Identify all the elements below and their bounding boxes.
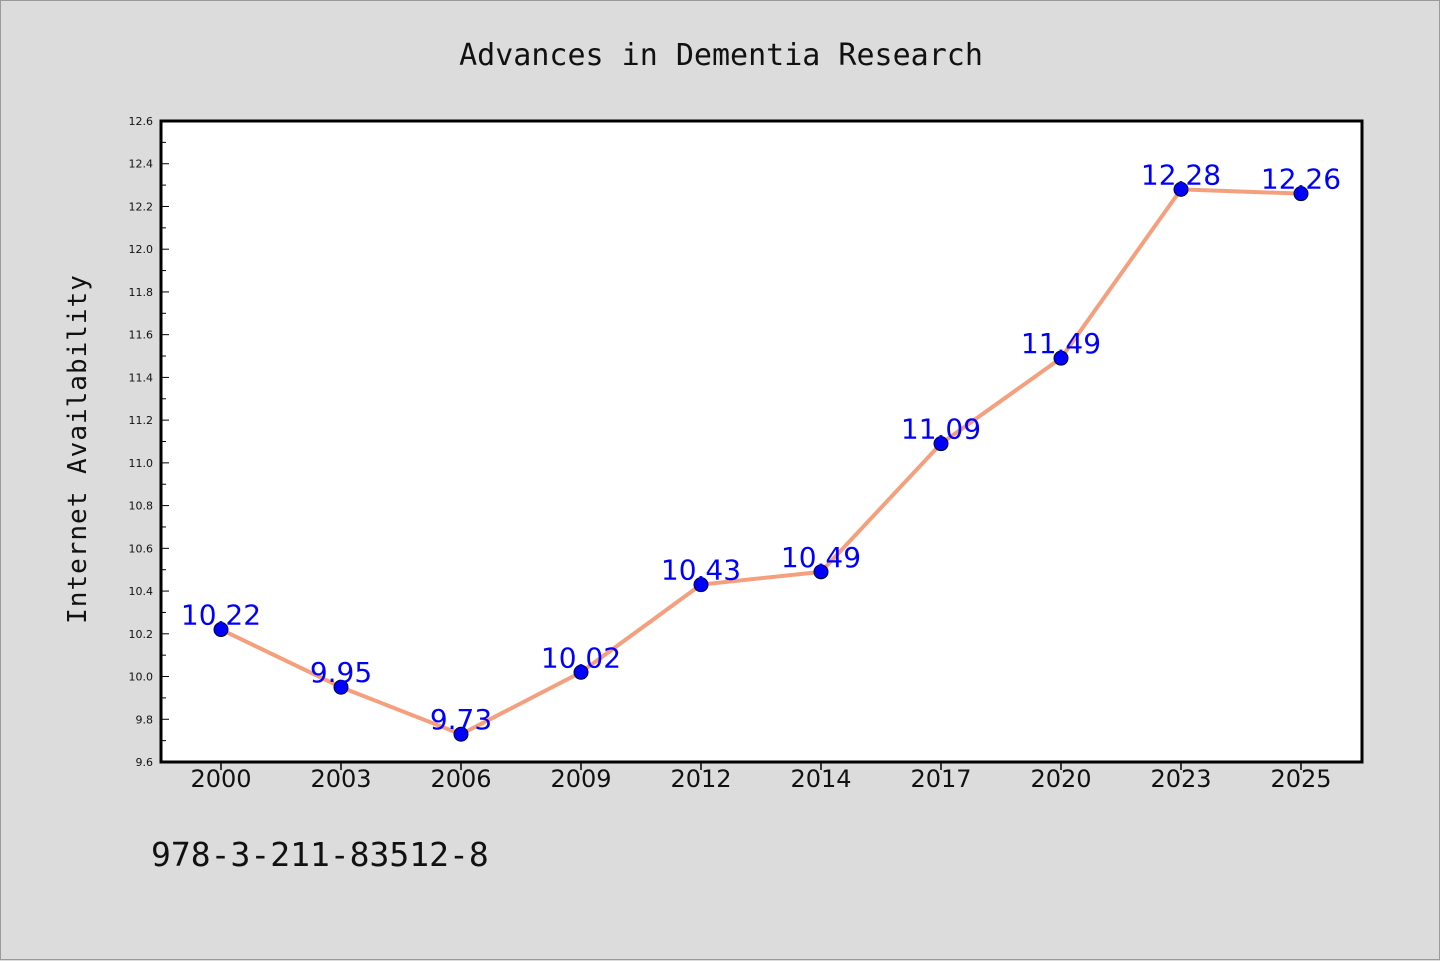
data-label: 9.95 xyxy=(310,656,372,689)
data-label: 12.26 xyxy=(1261,163,1341,196)
data-label: 12.28 xyxy=(1141,158,1221,191)
x-tick-label: 2023 xyxy=(1150,765,1211,793)
data-label: 11.49 xyxy=(1021,327,1101,360)
data-label: 10.43 xyxy=(661,554,741,587)
y-tick-label: 11.8 xyxy=(129,286,154,299)
footer-code: 978-3-211-83512-8 xyxy=(151,835,489,874)
series-line-segment xyxy=(939,356,1063,446)
x-tick-label: 2009 xyxy=(550,765,611,793)
data-label: 11.09 xyxy=(901,413,981,446)
data-label: 10.22 xyxy=(181,599,261,632)
series-line-segment xyxy=(219,627,343,690)
data-point xyxy=(813,564,829,580)
series-line-segment xyxy=(339,685,463,737)
y-tick-label: 9.8 xyxy=(136,713,154,726)
series-line-segment xyxy=(1059,187,1183,361)
y-tick-label: 11.6 xyxy=(129,329,154,342)
data-point xyxy=(1173,181,1189,197)
y-tick-label: 12.6 xyxy=(129,115,154,128)
x-tick-label: 2000 xyxy=(190,765,251,793)
plot-area xyxy=(161,121,1362,762)
x-tick-label: 2012 xyxy=(670,765,731,793)
y-tick-label: 11.0 xyxy=(129,457,154,470)
x-tick-label: 2003 xyxy=(310,765,371,793)
series-line-segment xyxy=(1179,187,1303,196)
x-tick-label: 2017 xyxy=(910,765,971,793)
data-label: 10.49 xyxy=(781,541,861,574)
y-tick-label: 9.6 xyxy=(136,756,154,769)
x-tick-label: 2006 xyxy=(430,765,491,793)
data-point xyxy=(333,679,349,695)
data-point xyxy=(933,436,949,452)
chart-title: Advances in Dementia Research xyxy=(459,38,983,73)
data-point xyxy=(573,664,589,680)
data-point xyxy=(693,577,709,593)
y-tick-label: 12.0 xyxy=(129,243,154,256)
y-tick-label: 10.4 xyxy=(129,585,154,598)
y-axis-label: Internet Availability xyxy=(63,274,93,624)
x-tick-label: 2025 xyxy=(1270,765,1331,793)
data-point xyxy=(453,726,469,742)
y-tick-label: 11.4 xyxy=(129,371,154,384)
data-point xyxy=(1293,186,1309,202)
y-tick-label: 10.8 xyxy=(129,500,154,513)
data-point xyxy=(213,622,229,638)
y-tick-label: 12.4 xyxy=(129,158,154,171)
data-label: 9.73 xyxy=(430,703,492,736)
y-tick-label: 11.2 xyxy=(129,414,154,427)
x-tick-label: 2020 xyxy=(1030,765,1091,793)
series-line-segment xyxy=(459,670,583,737)
data-label: 10.02 xyxy=(541,641,621,674)
series-line-segment xyxy=(579,582,703,675)
plot-border xyxy=(159,119,1364,764)
series-line-segment xyxy=(819,441,943,574)
y-tick-label: 10.0 xyxy=(129,671,154,684)
x-tick-label: 2014 xyxy=(790,765,851,793)
series-line-segment xyxy=(699,569,823,587)
y-tick-label: 10.2 xyxy=(129,628,154,641)
y-tick-label: 12.2 xyxy=(129,200,154,213)
y-tick-label: 10.6 xyxy=(129,542,154,555)
data-point xyxy=(1053,350,1069,366)
